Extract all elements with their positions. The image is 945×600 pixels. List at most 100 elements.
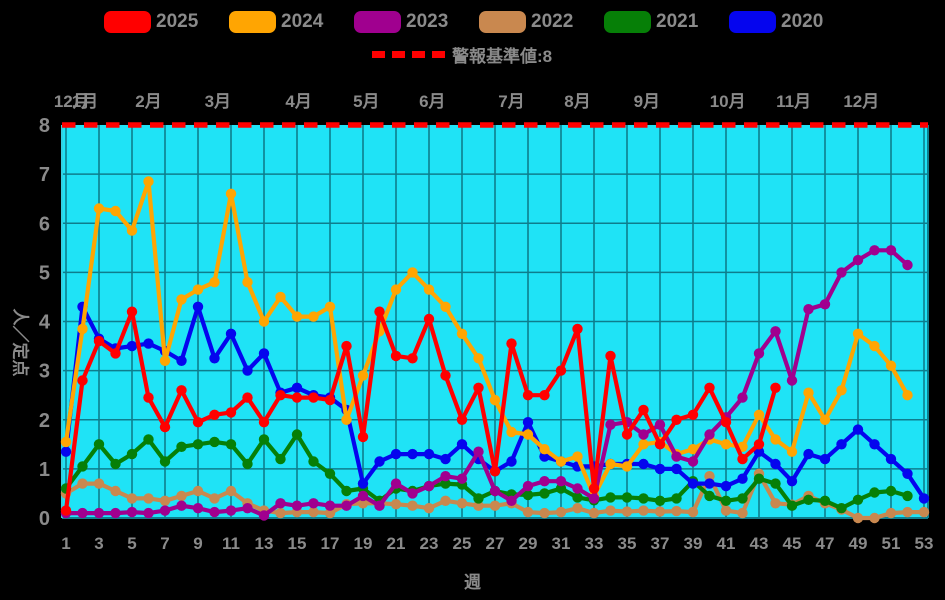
month-label: 5月 [353,92,379,111]
series-2025-point [390,350,402,362]
y-tick-label: 3 [39,361,50,383]
x-tick-label: 53 [915,534,934,553]
x-tick-label: 43 [750,534,769,553]
x-tick-label: 37 [651,534,670,553]
series-2025-point [605,350,616,362]
month-label: 6月 [419,92,445,111]
series-2023-point [737,392,748,403]
series-2020-point [918,493,930,504]
series-2024-point [572,451,583,462]
series-2023-point [671,451,682,462]
x-tick-label: 13 [255,534,274,553]
series-2023-point [126,506,138,518]
series-2024-point [110,205,121,217]
series-2024-path [63,179,910,498]
month-label: 12月 [843,92,879,111]
x-tick-label: 17 [321,534,340,553]
x-tick-label: 29 [519,534,538,553]
series-2022-point [687,506,699,518]
series-2021-point [242,458,253,470]
series-2025-point [407,353,418,364]
x-tick-label: 11 [222,534,240,553]
series-2022-point [110,485,121,497]
series-2021-point [753,473,765,484]
legend-label: 2025 [156,11,199,32]
series-2024-point [60,436,72,448]
series-2025-point [374,306,385,317]
series-2024-point [786,446,798,457]
series-2024-point [126,225,138,236]
series-2021-point [440,478,451,489]
series-2023-point [77,507,88,519]
series-2021-point [522,489,534,501]
series-2020-point [176,355,187,366]
series-2022-point [885,507,897,519]
series-2020-point [803,448,814,460]
series-2025-point [687,409,699,420]
legend-item-2023: 2023 [354,10,448,34]
month-label: 1月 [72,92,98,111]
series-2025-point [258,417,270,428]
x-tick-label: 5 [127,534,136,553]
series-2023-point [770,326,781,337]
series-2023-point [275,498,286,509]
series-2025-point [753,439,765,450]
legend-label: 2024 [281,11,324,32]
x-tick-label: 41 [717,534,736,553]
series-2020-point [60,446,72,457]
y-tick-label: 8 [39,115,50,137]
series-2025-point [242,392,253,403]
series-2025-point [539,390,550,401]
series-2023-point [93,507,105,519]
month-label: 4月 [285,92,311,111]
series-2021-point [126,448,138,460]
series-2023-point [522,480,534,492]
x-tick-label: 49 [849,534,868,553]
month-label: 9月 [634,92,660,111]
series-2023-point [638,429,649,440]
series-2021-point [159,456,171,467]
x-tick-label: 47 [816,534,835,553]
series-2022-point [902,506,913,518]
series-2021-point [770,478,781,489]
x-tick-label: 27 [486,534,505,553]
month-label: 11月 [776,92,811,111]
month-label: 3月 [205,92,231,111]
series-2020-point [687,478,699,489]
series-2023-point [704,429,715,440]
series-2023-point [489,485,501,497]
series-2023-point [374,500,385,511]
series-2024-point [209,277,220,288]
series-2023-point [803,304,814,315]
series-2022-point [126,493,138,504]
series-2023-point [324,500,336,511]
series-2025-point [638,404,649,416]
series-2020-point [440,453,451,465]
legend-item-2025: 2025 [104,10,198,34]
series-2024-point [308,311,319,322]
legend-item-2020: 2020 [729,10,823,34]
month-label: 12月 [54,92,90,111]
series-2022-point [456,498,468,509]
series-2023-point [836,267,847,278]
series-2021-point [572,492,583,503]
series-2021-point [110,458,121,470]
series-2022-point [555,506,567,518]
series-2024-point [440,301,451,312]
series-2024-point [638,439,649,450]
series-2021-point [192,439,204,450]
series-2021-point [786,500,798,511]
series-2023-point [885,245,897,256]
series-2023-point [869,245,880,256]
series-2021-point [704,490,715,502]
legend-swatch-2020 [729,11,776,33]
series-2025-point [654,439,666,450]
y-tick-label: 1 [39,459,50,481]
series-2025-point [341,340,352,352]
series-2024-point [291,311,303,322]
series-2023-point [159,505,171,516]
series-2021-point [671,493,682,504]
series-2022-point [176,490,187,502]
legend-item-2022: 2022 [479,10,573,34]
series-2021-point [143,434,154,445]
